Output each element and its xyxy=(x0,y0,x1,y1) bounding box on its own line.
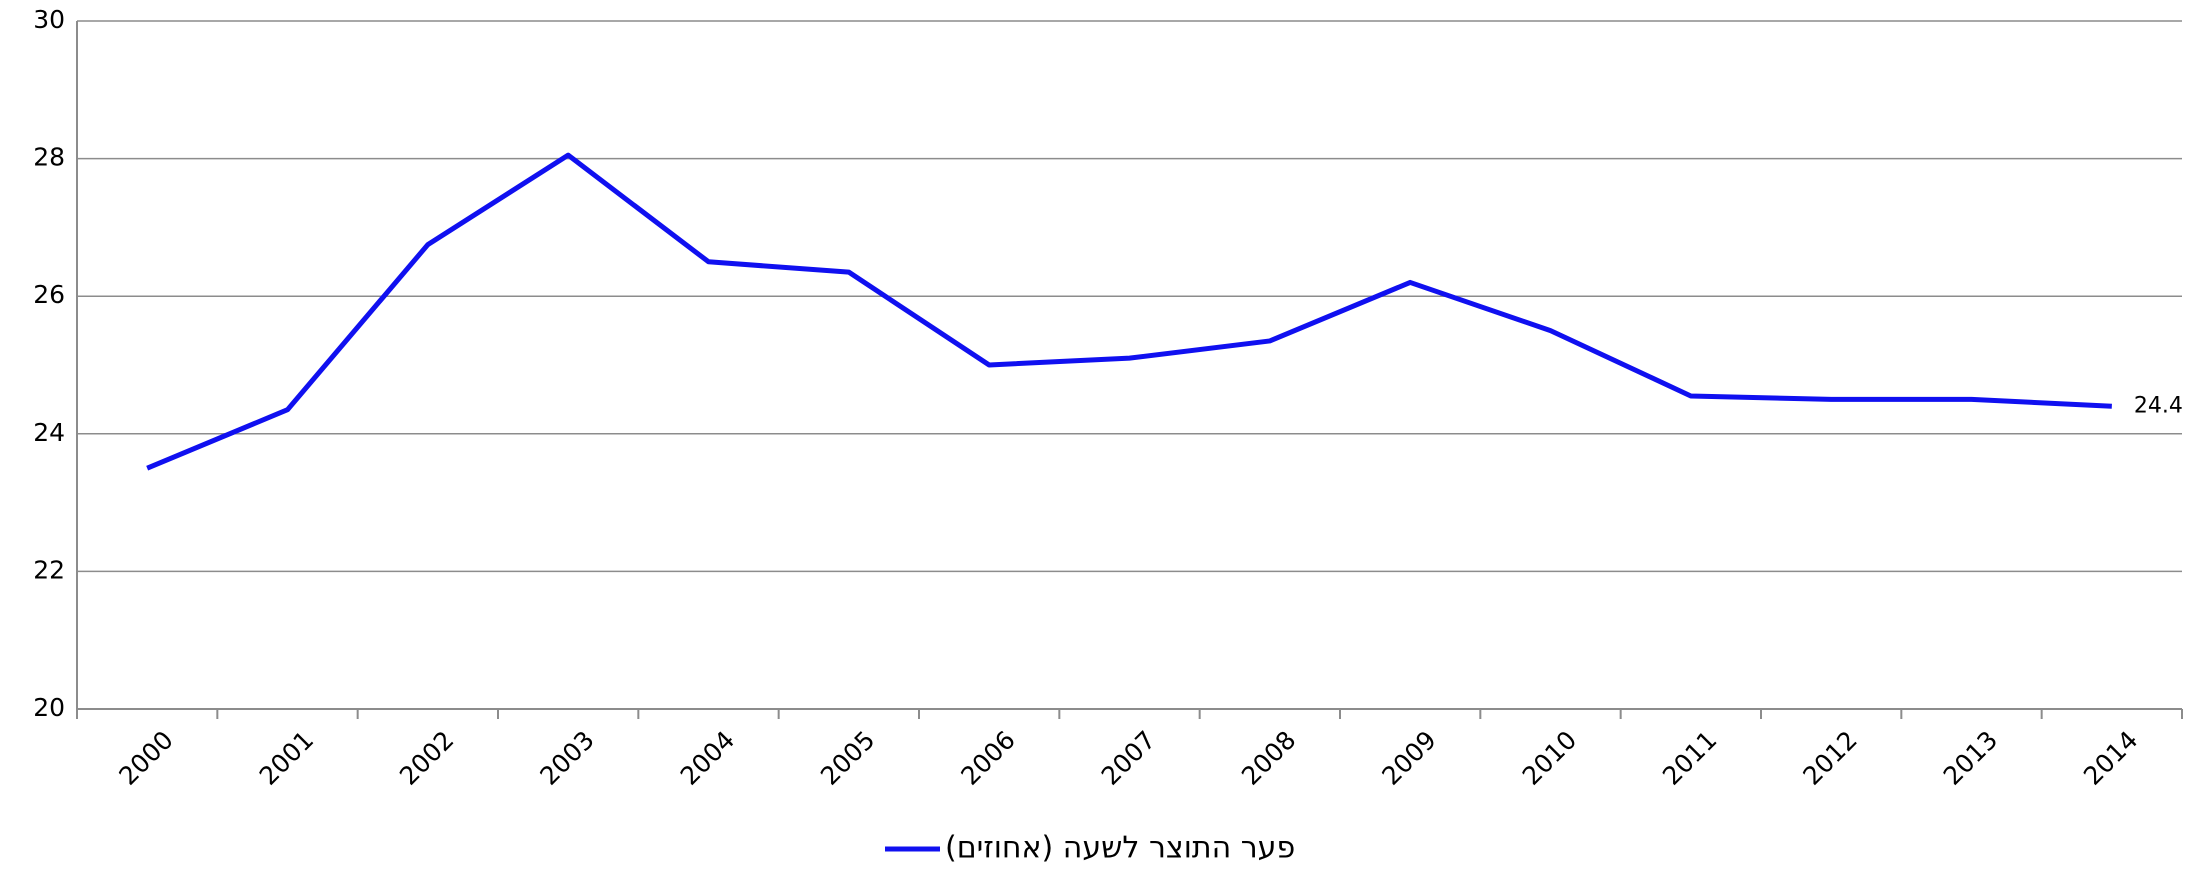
legend-label: פער התוצר לשעה (אחוזים) xyxy=(945,831,1295,866)
y-tick-label: 30 xyxy=(33,5,65,34)
x-tick-label: 2011 xyxy=(1657,725,1722,790)
x-tick-label: 2009 xyxy=(1376,725,1441,790)
x-tick-label: 2008 xyxy=(1236,725,1301,790)
x-tick-label: 2002 xyxy=(394,725,459,790)
x-tick-label: 2013 xyxy=(1938,725,2003,790)
data-label: 24.4 xyxy=(2134,393,2183,418)
x-tick-label: 2010 xyxy=(1517,725,1582,790)
y-tick-label: 28 xyxy=(33,143,65,172)
x-tick-label: 2014 xyxy=(2078,725,2143,790)
y-tick-label: 26 xyxy=(33,280,65,309)
x-tick-label: 2012 xyxy=(1797,725,1862,790)
x-tick-label: 2006 xyxy=(955,725,1020,790)
y-tick-label: 22 xyxy=(33,555,65,584)
y-tick-label: 24 xyxy=(33,418,65,447)
y-tick-label: 20 xyxy=(33,693,65,722)
x-tick-label: 2004 xyxy=(675,725,740,790)
x-tick-label: 2005 xyxy=(815,725,880,790)
x-tick-label: 2000 xyxy=(113,725,178,790)
x-tick-label: 2007 xyxy=(1096,725,1161,790)
x-tick-label: 2003 xyxy=(534,725,599,790)
data-line xyxy=(146,152,2112,471)
x-tick-label: 2001 xyxy=(254,725,319,790)
